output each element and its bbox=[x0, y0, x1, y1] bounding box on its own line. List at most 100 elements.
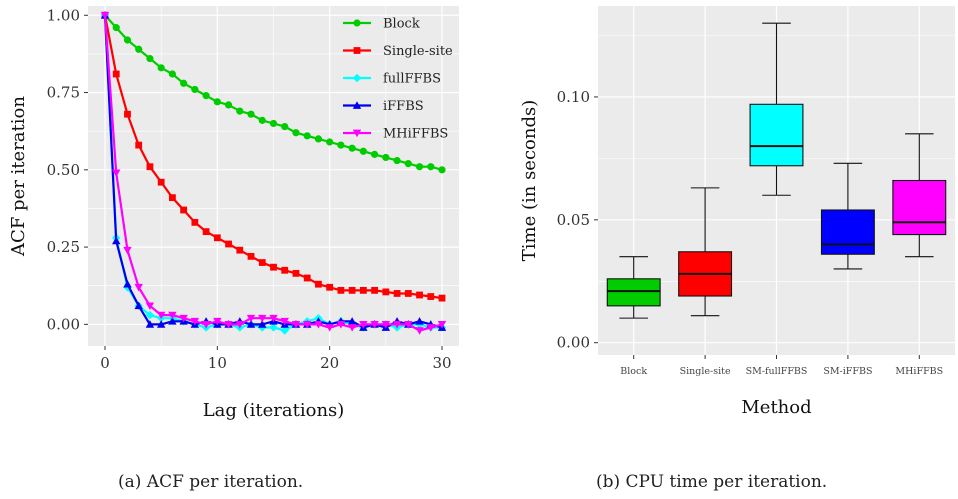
acf-data-point bbox=[213, 98, 221, 106]
acf-data-point bbox=[382, 153, 390, 162]
acf-data-point bbox=[179, 314, 188, 323]
acf-data-point bbox=[168, 70, 176, 78]
box-iqr bbox=[820, 209, 875, 255]
acf-data-point bbox=[112, 169, 121, 178]
acf-data-point bbox=[381, 321, 391, 329]
acf-data-point bbox=[281, 122, 289, 131]
acf-data-point bbox=[427, 163, 435, 171]
cpu-x-axis-label: Method bbox=[741, 397, 811, 418]
acf-data-point bbox=[269, 314, 278, 323]
acf-data-point bbox=[314, 135, 323, 143]
acf-data-point bbox=[258, 314, 267, 323]
acf-data-point bbox=[247, 252, 255, 260]
acf-data-point bbox=[258, 320, 267, 328]
acf-data-point bbox=[146, 163, 154, 171]
legend-label: iFFBS bbox=[383, 99, 424, 114]
acf-data-point bbox=[382, 288, 390, 296]
acf-chart: 0.00 0.25 0.50 0.75 1.00 0 10 20 30 Lag (iteratio… bbox=[8, 6, 459, 421]
cpu-x-tick-label: MHiFFBS bbox=[895, 366, 943, 377]
legend-label: Block bbox=[383, 17, 420, 32]
acf-data-point bbox=[112, 70, 120, 78]
acf-data-point bbox=[416, 291, 423, 299]
acf-data-point bbox=[169, 194, 176, 202]
legend-label: Single-site bbox=[383, 44, 453, 59]
acf-x-tick-label: 10 bbox=[208, 354, 227, 372]
acf-data-point bbox=[191, 85, 199, 94]
acf-data-point bbox=[437, 321, 447, 329]
cpu-chart: 0.00 0.05 0.10 Block Single-site SM-fullFFBS S… bbox=[519, 6, 955, 418]
acf-data-point bbox=[224, 321, 233, 329]
acf-data-point bbox=[247, 110, 255, 118]
acf-data-point bbox=[404, 160, 412, 168]
acf-data-point bbox=[292, 269, 300, 277]
acf-data-point bbox=[269, 323, 278, 332]
acf-data-point bbox=[157, 64, 165, 72]
box-sm-fullffbs bbox=[749, 22, 804, 196]
acf-data-point bbox=[135, 45, 143, 53]
acf-data-point bbox=[404, 321, 413, 329]
acf-data-point bbox=[347, 317, 357, 325]
acf-data-point bbox=[269, 119, 278, 128]
acf-data-point bbox=[337, 141, 345, 149]
acf-data-point bbox=[303, 132, 311, 140]
acf-x-tick-label: 0 bbox=[100, 354, 110, 372]
acf-data-point bbox=[213, 317, 222, 326]
acf-data-point bbox=[348, 144, 356, 152]
acf-data-point bbox=[415, 317, 424, 325]
acf-data-point bbox=[370, 321, 379, 329]
acf-data-point bbox=[145, 302, 155, 311]
acf-data-point bbox=[359, 147, 367, 155]
acf-data-point bbox=[280, 326, 289, 335]
acf-data-point bbox=[292, 129, 300, 137]
acf-data-point bbox=[202, 228, 210, 236]
acf-data-point bbox=[146, 54, 154, 63]
acf-data-point bbox=[190, 317, 200, 326]
acf-x-tick-label: 20 bbox=[320, 354, 339, 372]
cpu-x-tick-label: SM-iFFBS bbox=[823, 366, 872, 377]
acf-data-point bbox=[224, 101, 233, 109]
box-iqr bbox=[892, 179, 947, 236]
cpu-y-tick-label: 0.00 bbox=[557, 334, 590, 352]
acf-data-point bbox=[392, 321, 402, 329]
box-iqr bbox=[749, 103, 804, 167]
acf-data-point bbox=[156, 311, 166, 320]
acf-data-point bbox=[336, 321, 346, 329]
acf-data-point bbox=[201, 321, 211, 329]
acf-data-point bbox=[236, 107, 244, 115]
acf-data-point bbox=[191, 218, 199, 226]
acf-data-point bbox=[145, 320, 155, 328]
acf-data-point bbox=[225, 240, 232, 248]
acf-data-point bbox=[371, 150, 379, 158]
acf-data-point bbox=[134, 301, 143, 310]
acf-data-point bbox=[145, 310, 155, 320]
acf-data-point bbox=[236, 246, 244, 254]
acf-series-mhiffbs bbox=[100, 11, 447, 335]
acf-data-point bbox=[112, 24, 120, 32]
acf-data-point bbox=[281, 266, 289, 274]
caption-b: (b) CPU time per iteration. bbox=[596, 472, 828, 492]
caption-a: (a) ACF per iteration. bbox=[118, 472, 304, 492]
acf-x-tick-label: 30 bbox=[432, 354, 451, 372]
acf-data-point bbox=[202, 92, 210, 100]
acf-data-point bbox=[438, 294, 446, 302]
acf-data-point bbox=[427, 293, 435, 300]
acf-data-point bbox=[168, 311, 177, 320]
acf-y-tick-label: 0.00 bbox=[47, 315, 80, 333]
acf-data-point bbox=[123, 36, 132, 44]
acf-y-tick-label: 0.25 bbox=[47, 238, 80, 256]
acf-data-point bbox=[359, 286, 367, 294]
cpu-y-tick-label: 0.10 bbox=[557, 88, 590, 106]
acf-data-point bbox=[371, 286, 378, 294]
box-iqr bbox=[606, 278, 661, 307]
acf-data-point bbox=[303, 274, 311, 282]
acf-data-point bbox=[180, 206, 188, 214]
acf-data-point bbox=[100, 11, 110, 20]
acf-data-point bbox=[326, 138, 334, 146]
acf-data-point bbox=[258, 116, 266, 124]
acf-data-point bbox=[180, 79, 188, 87]
acf-data-point bbox=[303, 321, 312, 329]
legend-marker bbox=[352, 129, 362, 138]
cpu-y-axis-label: Time (in seconds) bbox=[519, 100, 540, 261]
legend-label: fullFFBS bbox=[383, 72, 441, 87]
acf-data-point bbox=[404, 290, 412, 297]
